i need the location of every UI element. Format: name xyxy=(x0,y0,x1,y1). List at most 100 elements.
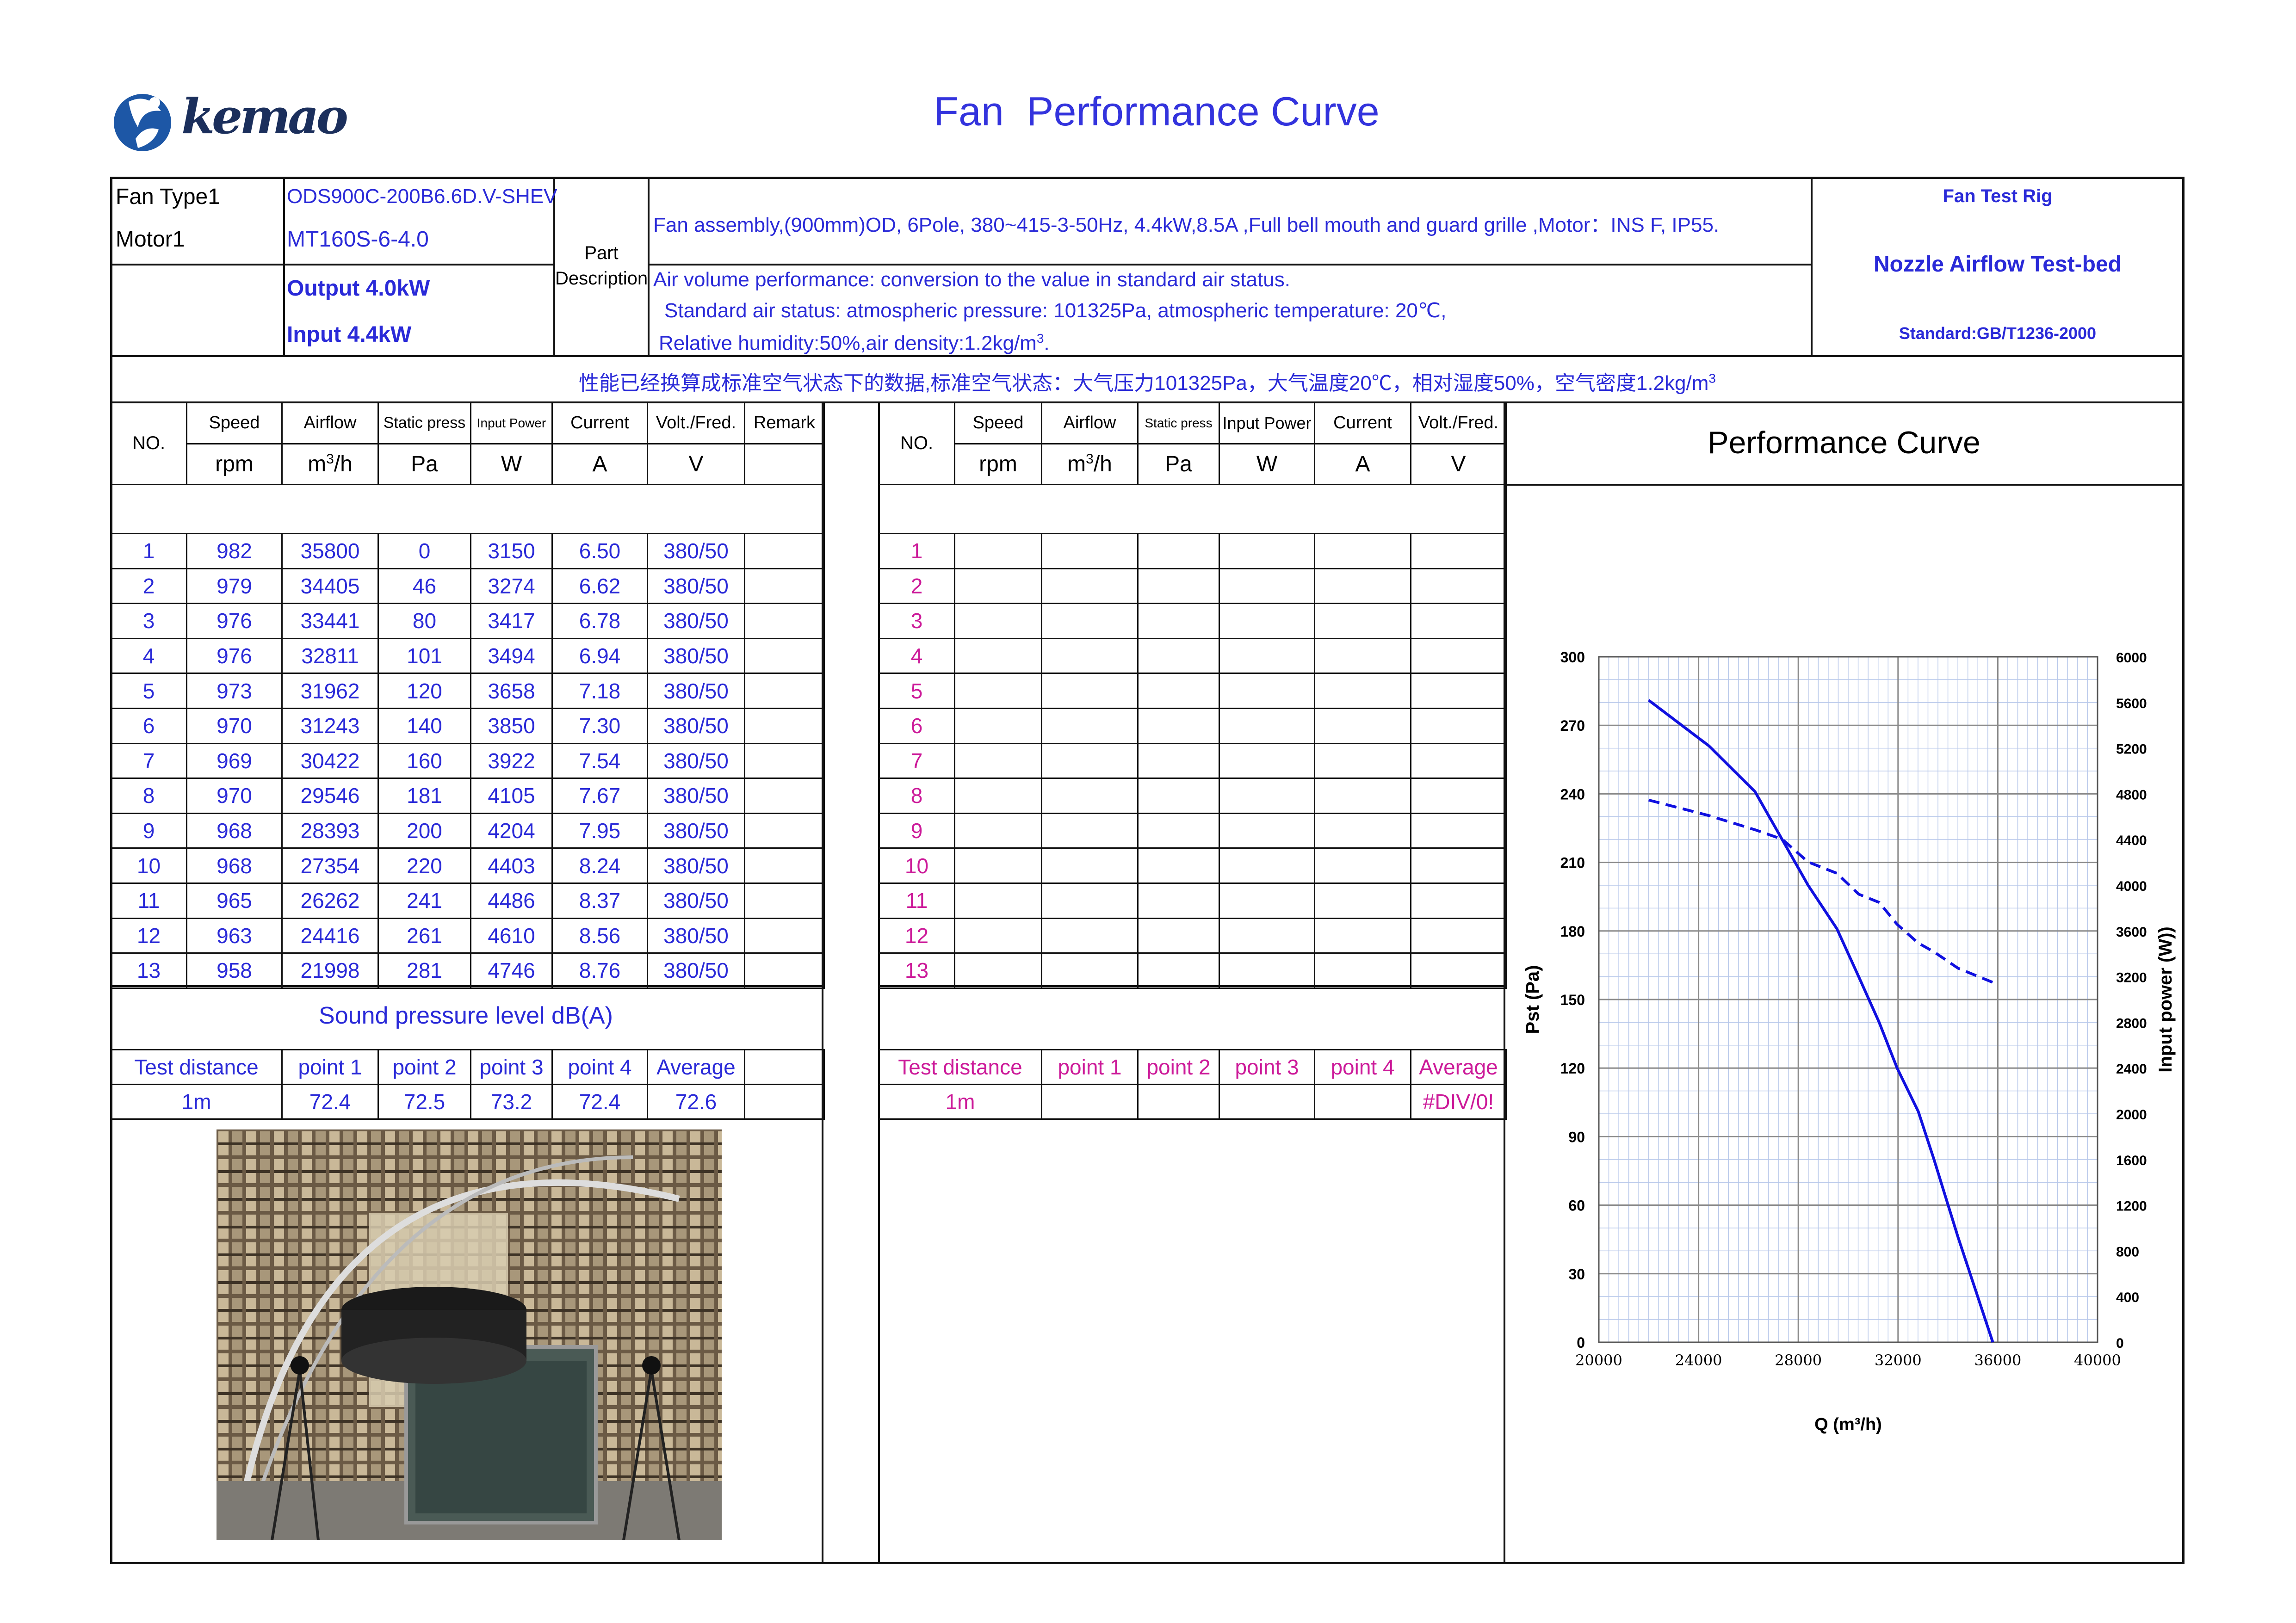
table-cell: 982 xyxy=(186,533,283,569)
table-cell: 4204 xyxy=(470,812,553,849)
table-row: 7 969 30422 160 3922 7.54 380/50 xyxy=(110,742,825,779)
y-tick-label: 120 xyxy=(1560,1060,1585,1077)
col-input-power: Input Power xyxy=(470,401,553,444)
sound-point2 xyxy=(1137,1084,1220,1120)
sound-average: #DIV/0! xyxy=(1410,1084,1507,1120)
table-cell: 380/50 xyxy=(647,637,745,674)
table-cell: 8.76 xyxy=(551,952,648,989)
table-cell: 969 xyxy=(186,742,283,779)
col-input-power: Input Power xyxy=(1219,401,1315,444)
y-tick-label: 90 xyxy=(1568,1129,1585,1145)
table-cell: 380/50 xyxy=(647,673,745,709)
sound-header-point1: point 1 xyxy=(1041,1049,1139,1085)
power-curve-line xyxy=(1648,798,1993,984)
sound-header-distance: Test distance xyxy=(110,1049,283,1085)
rig-title: Fan Test Rig xyxy=(1943,186,2053,206)
table-cell: 10 xyxy=(110,847,187,884)
y-axis-label: Pst (Pa) xyxy=(1522,965,1543,1034)
col-remark: Remark xyxy=(744,401,825,444)
table-cell: 24416 xyxy=(281,917,379,954)
table-cell: 973 xyxy=(186,673,283,709)
y2-tick-label: 0 xyxy=(2116,1336,2124,1351)
table-cell: 380/50 xyxy=(647,812,745,849)
table-cell: 27354 xyxy=(281,847,379,884)
table-row: 10 xyxy=(878,847,1507,884)
air-note-3: Relative humidity:50%,air density:1.2kg/… xyxy=(659,331,1050,355)
y2-tick-label: 2400 xyxy=(2116,1061,2147,1077)
table-cell: 33441 xyxy=(281,603,379,639)
unit-airflow: m3/h xyxy=(1041,443,1139,485)
table-cell: 380/50 xyxy=(647,952,745,989)
table-cell: 181 xyxy=(378,778,471,814)
table-cell: 6.62 xyxy=(551,568,648,605)
y-tick-label: 0 xyxy=(1577,1334,1585,1351)
part-description: Fan assembly,(900mm)OD, 6Pole, 380~415-3… xyxy=(653,214,1720,236)
y2-tick-label: 400 xyxy=(2116,1290,2139,1305)
table-cell: 32811 xyxy=(281,637,379,674)
sound-point1 xyxy=(1041,1084,1139,1120)
row-number: 8 xyxy=(878,778,955,814)
table-row: 4 976 32811 101 3494 6.94 380/50 xyxy=(110,637,825,674)
table-cell: 120 xyxy=(378,673,471,709)
chinese-note: 性能已经换算成标准空气状态下的数据,标准空气状态：大气压力101325Pa，大气… xyxy=(579,371,1716,395)
table-cell: 12 xyxy=(110,917,187,954)
table-row: 10 968 27354 220 4403 8.24 380/50 xyxy=(110,847,825,884)
y2-tick-label: 4800 xyxy=(2116,787,2147,802)
sound-distance: 1m xyxy=(110,1084,283,1120)
table-row: 8 xyxy=(878,778,1507,814)
sound-header-point2: point 2 xyxy=(1137,1049,1220,1085)
table-cell: 7.18 xyxy=(551,673,648,709)
table-row: 4 xyxy=(878,637,1507,674)
table-cell: 3150 xyxy=(470,533,553,569)
table-row: 13 958 21998 281 4746 8.76 380/50 xyxy=(110,952,825,989)
y2-tick-label: 5200 xyxy=(2116,742,2147,757)
table-row: 6 970 31243 140 3850 7.30 380/50 xyxy=(110,707,825,744)
description-label: Description xyxy=(555,268,648,289)
table-cell: 261 xyxy=(378,917,471,954)
performance-curve-title: Performance Curve xyxy=(1708,425,1980,460)
row-number: 6 xyxy=(878,707,955,744)
unit-airflow: m3/h xyxy=(281,443,379,485)
sound-header-point2: point 2 xyxy=(378,1049,471,1085)
table-cell: 3922 xyxy=(470,742,553,779)
x-tick-label: 36000 xyxy=(1974,1351,2022,1369)
col-static-press: Static press xyxy=(1137,401,1220,444)
table-cell: 30422 xyxy=(281,742,379,779)
row-number: 13 xyxy=(878,952,955,989)
table-row: 6 xyxy=(878,707,1507,744)
y-tick-label: 180 xyxy=(1560,923,1585,940)
y-tick-label: 60 xyxy=(1568,1197,1585,1214)
x-tick-label: 24000 xyxy=(1675,1351,1722,1369)
unit-pa: Pa xyxy=(1137,443,1220,485)
table-cell: 7.67 xyxy=(551,778,648,814)
brand-name: kemao xyxy=(181,88,348,145)
sound-header-average: Average xyxy=(1410,1049,1507,1085)
table-row: 13 xyxy=(878,952,1507,989)
table-cell: 958 xyxy=(186,952,283,989)
y2-tick-label: 2000 xyxy=(2116,1107,2147,1123)
table-row: 5 xyxy=(878,673,1507,709)
y2-tick-label: 3200 xyxy=(2116,970,2147,986)
table-row: 9 968 28393 200 4204 7.95 380/50 xyxy=(110,812,825,849)
table-cell: 11 xyxy=(110,882,187,919)
row-number: 12 xyxy=(878,917,955,954)
y2-tick-label: 800 xyxy=(2116,1244,2139,1259)
unit-w: W xyxy=(1219,443,1315,485)
sound-header-point1: point 1 xyxy=(281,1049,379,1085)
unit-rpm: rpm xyxy=(954,443,1042,485)
table-cell: 6.94 xyxy=(551,637,648,674)
table-cell: 6.50 xyxy=(551,533,648,569)
row-number: 11 xyxy=(878,882,955,919)
sound-point2: 72.5 xyxy=(378,1084,471,1120)
sound-table-right: Test distance point 1 point 2 point 3 po… xyxy=(878,1049,1507,1120)
row-number: 3 xyxy=(878,603,955,639)
table-cell: 46 xyxy=(378,568,471,605)
x-tick-label: 28000 xyxy=(1775,1351,1822,1369)
table-cell: 200 xyxy=(378,812,471,849)
table-cell: 26262 xyxy=(281,882,379,919)
pressure-curve-line xyxy=(1647,699,1994,1343)
kemao-logo xyxy=(114,94,171,151)
table-cell: 7.30 xyxy=(551,707,648,744)
table-cell: 31962 xyxy=(281,673,379,709)
table-cell: 380/50 xyxy=(647,882,745,919)
